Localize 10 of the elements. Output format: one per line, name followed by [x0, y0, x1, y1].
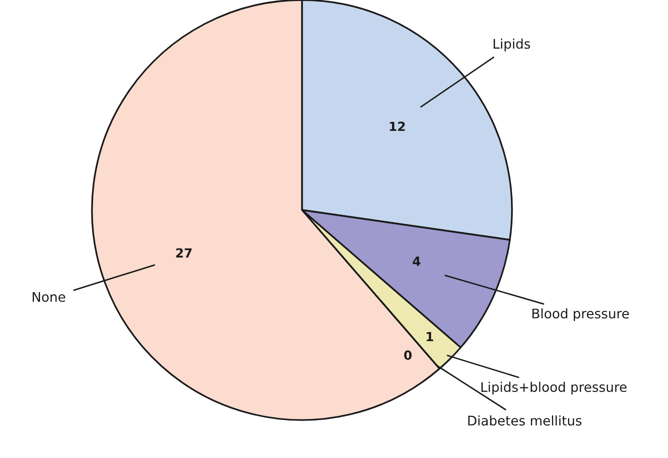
slice-label: Lipids [494, 38, 530, 52]
data-label: 1 [426, 332, 434, 342]
data-label: 4 [412, 256, 420, 266]
data-label: 27 [176, 248, 192, 258]
slice-label: Blood pressure [532, 308, 629, 322]
slice-label: None [32, 292, 66, 302]
slice-label: Lipids+blood pressure [481, 382, 627, 395]
text: 0 [404, 350, 412, 360]
data-label: 12 [390, 122, 405, 131]
category-label: Diabetes mellitus [468, 415, 582, 426]
